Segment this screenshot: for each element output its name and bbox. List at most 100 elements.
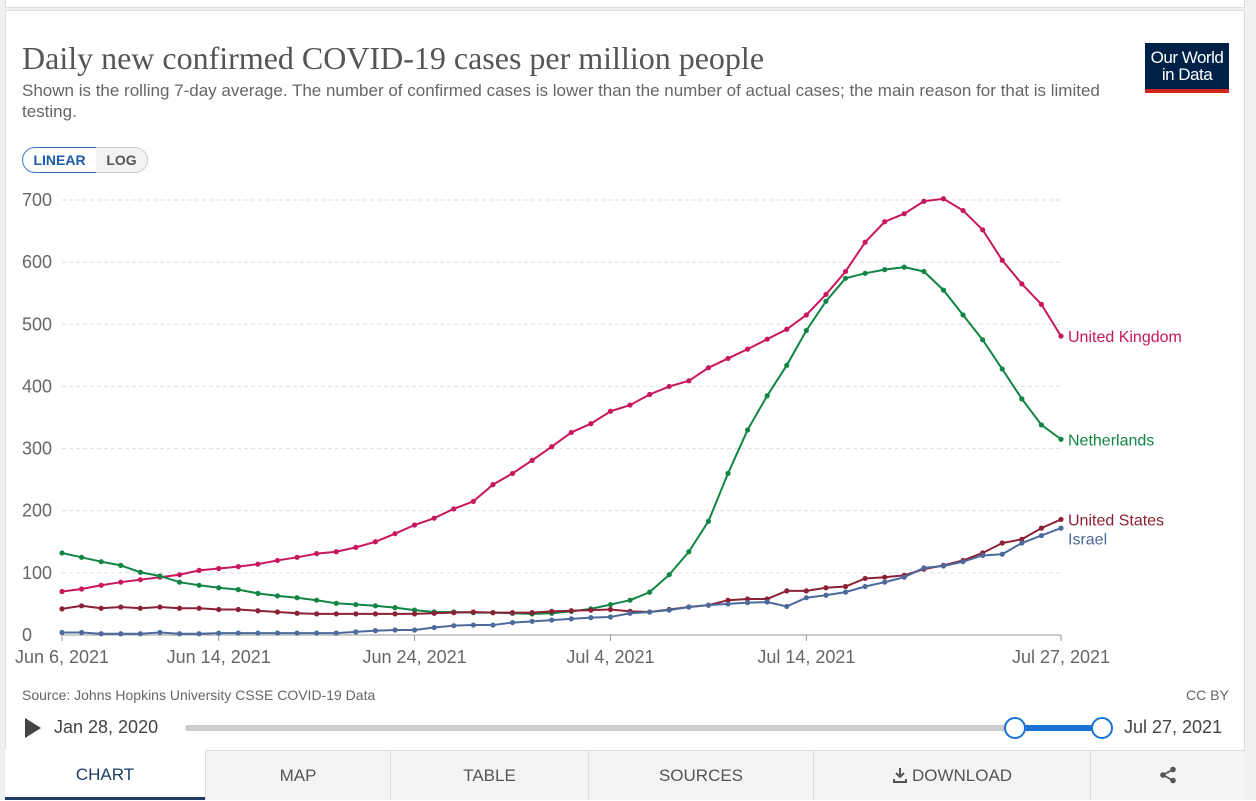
data-point	[901, 211, 907, 217]
data-point	[137, 631, 143, 637]
data-point	[176, 579, 183, 585]
share-icon	[1160, 766, 1176, 784]
chart-subtitle: Shown is the rolling 7-day average. The …	[22, 81, 1100, 121]
data-point	[627, 597, 633, 603]
data-point	[294, 595, 300, 601]
data-point	[216, 606, 222, 613]
data-point	[882, 574, 888, 580]
data-point	[921, 565, 927, 571]
data-point	[960, 207, 966, 214]
data-point	[411, 607, 418, 613]
tab-bar: CHART MAP TABLE SOURCES DOWNLOAD	[5, 750, 1245, 800]
data-point	[392, 627, 398, 633]
tab[interactable]: MAP	[205, 750, 390, 800]
data-point	[98, 605, 104, 611]
data-point	[940, 196, 947, 202]
timeline-handle[interactable]	[1004, 717, 1026, 739]
source: Source: Johns Hopkins University CSSE CO…	[22, 687, 376, 703]
license[interactable]: CC BY	[1186, 687, 1229, 703]
log-button[interactable]: LOG	[96, 147, 148, 173]
data-point	[842, 275, 849, 281]
data-point	[921, 268, 927, 275]
data-point	[725, 470, 731, 477]
data-point	[862, 270, 868, 276]
timeline-end: Jul 27, 2021	[1124, 717, 1223, 737]
data-point	[1038, 301, 1045, 307]
top-bar	[5, 0, 1245, 8]
data-point	[568, 616, 574, 622]
data-point	[823, 592, 829, 598]
data-point	[490, 482, 496, 488]
data-point	[725, 597, 731, 603]
data-point	[607, 601, 614, 608]
data-point	[647, 609, 653, 615]
data-point	[882, 219, 888, 225]
series-label: United States	[1068, 512, 1164, 529]
data-point	[940, 563, 947, 569]
data-point	[255, 590, 261, 596]
series-line	[61, 518, 1062, 615]
data-point	[294, 554, 300, 560]
data-point	[803, 327, 809, 334]
play-button[interactable]	[25, 718, 41, 738]
data-point	[314, 597, 320, 603]
tab[interactable]: CHART	[5, 750, 205, 800]
data-point	[333, 600, 339, 606]
data-point	[411, 522, 418, 528]
data-point	[353, 629, 359, 635]
tab[interactable]: SOURCES	[588, 750, 813, 800]
data-point	[803, 588, 809, 594]
data-point	[549, 608, 555, 614]
tab[interactable]: DOWNLOAD	[813, 750, 1090, 800]
data-point	[470, 498, 476, 504]
data-point	[705, 518, 712, 524]
data-point	[59, 606, 65, 612]
data-point	[78, 603, 85, 609]
data-point	[686, 604, 692, 610]
data-point	[1019, 281, 1025, 287]
data-point	[549, 617, 555, 623]
chart-title: Daily new confirmed COVID-19 cases per m…	[22, 40, 765, 76]
timeline	[25, 717, 1113, 739]
data-point	[627, 610, 633, 616]
data-point	[118, 604, 124, 610]
data-point	[333, 611, 339, 617]
data-point	[353, 611, 359, 617]
y-tick-label: 100	[22, 563, 52, 583]
data-point	[98, 631, 104, 637]
data-point	[686, 378, 692, 384]
data-point	[216, 585, 222, 591]
logo[interactable]: Our World in Data	[1145, 43, 1229, 93]
data-point	[274, 609, 281, 615]
data-point	[862, 575, 868, 582]
data-point	[921, 198, 927, 204]
data-point	[176, 572, 183, 578]
data-point	[137, 577, 143, 583]
data-point	[235, 630, 241, 636]
data-point	[784, 588, 790, 594]
data-point	[568, 608, 574, 614]
data-point	[216, 630, 222, 636]
logo-line: Our World	[1150, 48, 1224, 67]
data-point	[98, 559, 104, 565]
series-line	[62, 527, 1062, 635]
download-icon	[892, 768, 907, 783]
x-tick-label: Jun 6, 2021	[15, 647, 109, 667]
share-tab[interactable]	[1090, 750, 1245, 800]
y-tick-label: 0	[22, 625, 32, 645]
data-point	[1019, 540, 1025, 546]
data-point	[235, 564, 241, 570]
chart-card	[5, 10, 1245, 800]
data-point	[196, 582, 202, 588]
data-point	[411, 611, 418, 617]
data-point	[470, 622, 476, 628]
tab[interactable]: TABLE	[390, 750, 588, 800]
data-point	[294, 610, 300, 616]
data-point	[627, 402, 633, 408]
x-tick-label: Jul 14, 2021	[757, 647, 855, 667]
data-point	[411, 627, 418, 633]
data-point	[1058, 436, 1064, 442]
data-point	[431, 515, 437, 521]
timeline-handle[interactable]	[1091, 717, 1113, 739]
data-point	[372, 539, 379, 545]
